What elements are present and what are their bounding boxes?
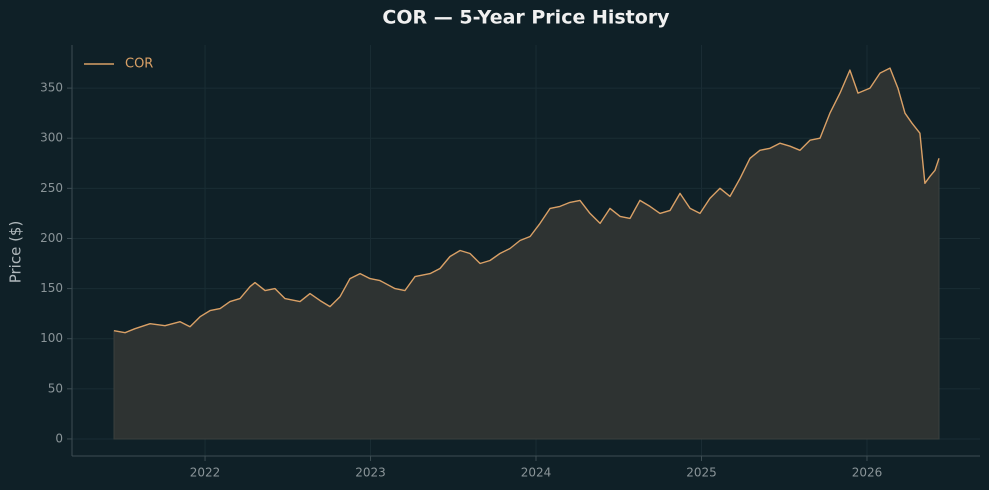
x-tick-label: 2024 [521, 466, 552, 480]
x-tick-label: 2023 [355, 466, 386, 480]
y-axis-label: Price ($) [7, 221, 25, 284]
x-tick-label: 2026 [852, 466, 883, 480]
chart-title: COR — 5-Year Price History [382, 7, 670, 29]
y-tick-label: 300 [40, 131, 63, 145]
legend-label: COR [125, 57, 153, 72]
line [113, 67, 940, 334]
y-tick-label: 100 [40, 331, 63, 345]
y-tick-label: 250 [40, 181, 63, 195]
x-tick-label: 2022 [190, 466, 221, 480]
y-tick-label: 50 [48, 381, 63, 395]
y-tick-label: 350 [40, 81, 63, 95]
y-tick-label: 200 [40, 231, 63, 245]
y-tick-label: 150 [40, 281, 63, 295]
y-tick-label: 0 [55, 431, 63, 445]
x-tick-label: 2025 [686, 466, 717, 480]
